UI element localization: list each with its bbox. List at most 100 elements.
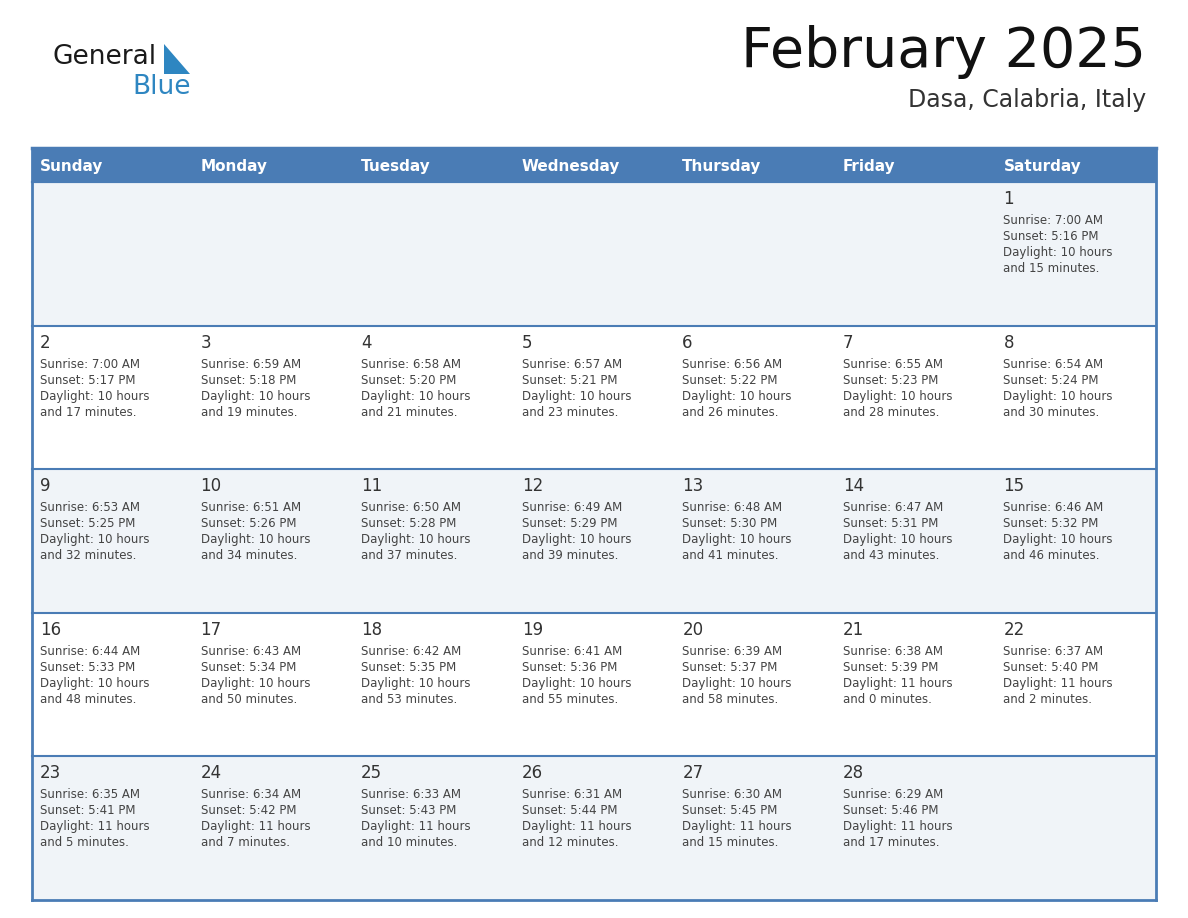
Text: Sunset: 5:34 PM: Sunset: 5:34 PM (201, 661, 296, 674)
Text: Sunrise: 6:48 AM: Sunrise: 6:48 AM (682, 501, 783, 514)
Text: Daylight: 11 hours: Daylight: 11 hours (361, 821, 470, 834)
Text: Daylight: 10 hours: Daylight: 10 hours (40, 677, 150, 689)
Text: Daylight: 11 hours: Daylight: 11 hours (522, 821, 631, 834)
Text: Daylight: 11 hours: Daylight: 11 hours (842, 677, 953, 689)
Text: Sunset: 5:36 PM: Sunset: 5:36 PM (522, 661, 617, 674)
Text: Sunset: 5:39 PM: Sunset: 5:39 PM (842, 661, 939, 674)
Text: Daylight: 10 hours: Daylight: 10 hours (522, 389, 631, 403)
Text: Sunset: 5:24 PM: Sunset: 5:24 PM (1004, 374, 1099, 386)
Text: Saturday: Saturday (1004, 159, 1081, 174)
Bar (32, 613, 1156, 756)
Text: Thursday: Thursday (682, 159, 762, 174)
Text: and 32 minutes.: and 32 minutes. (40, 549, 137, 562)
Text: Sunrise: 6:51 AM: Sunrise: 6:51 AM (201, 501, 301, 514)
Text: 1: 1 (1004, 190, 1015, 208)
Text: 23: 23 (40, 765, 62, 782)
Text: Sunrise: 6:53 AM: Sunrise: 6:53 AM (40, 501, 140, 514)
Text: 24: 24 (201, 765, 222, 782)
Text: and 26 minutes.: and 26 minutes. (682, 406, 779, 419)
Text: 2: 2 (40, 333, 51, 352)
Text: Daylight: 10 hours: Daylight: 10 hours (40, 389, 150, 403)
Text: 18: 18 (361, 621, 383, 639)
Text: 21: 21 (842, 621, 864, 639)
Text: and 15 minutes.: and 15 minutes. (1004, 262, 1100, 275)
Text: Dasa, Calabria, Italy: Dasa, Calabria, Italy (908, 88, 1146, 112)
Text: Blue: Blue (132, 74, 190, 100)
Text: Daylight: 10 hours: Daylight: 10 hours (201, 677, 310, 689)
Text: Sunrise: 7:00 AM: Sunrise: 7:00 AM (1004, 214, 1104, 227)
Text: 7: 7 (842, 333, 853, 352)
Text: Sunrise: 6:33 AM: Sunrise: 6:33 AM (361, 789, 461, 801)
Text: and 37 minutes.: and 37 minutes. (361, 549, 457, 562)
Text: and 58 minutes.: and 58 minutes. (682, 693, 778, 706)
Text: Sunrise: 6:44 AM: Sunrise: 6:44 AM (40, 644, 140, 658)
Text: 4: 4 (361, 333, 372, 352)
Text: Sunrise: 6:41 AM: Sunrise: 6:41 AM (522, 644, 623, 658)
Bar (353, 148, 513, 182)
Text: 17: 17 (201, 621, 222, 639)
Text: Sunrise: 6:58 AM: Sunrise: 6:58 AM (361, 358, 461, 371)
Text: and 46 minutes.: and 46 minutes. (1004, 549, 1100, 562)
Text: and 15 minutes.: and 15 minutes. (682, 836, 778, 849)
Text: Daylight: 10 hours: Daylight: 10 hours (682, 389, 791, 403)
Text: Daylight: 10 hours: Daylight: 10 hours (40, 533, 150, 546)
Text: Sunset: 5:31 PM: Sunset: 5:31 PM (842, 517, 939, 531)
Text: 25: 25 (361, 765, 383, 782)
Text: Sunrise: 6:31 AM: Sunrise: 6:31 AM (522, 789, 621, 801)
Text: Sunset: 5:25 PM: Sunset: 5:25 PM (40, 517, 135, 531)
Text: 9: 9 (40, 477, 51, 495)
Text: Daylight: 11 hours: Daylight: 11 hours (1004, 677, 1113, 689)
Text: Daylight: 10 hours: Daylight: 10 hours (201, 533, 310, 546)
Text: and 17 minutes.: and 17 minutes. (40, 406, 137, 419)
Text: Sunset: 5:28 PM: Sunset: 5:28 PM (361, 517, 456, 531)
Text: Sunset: 5:32 PM: Sunset: 5:32 PM (1004, 517, 1099, 531)
Bar (675, 148, 835, 182)
Text: Sunset: 5:43 PM: Sunset: 5:43 PM (361, 804, 456, 817)
Text: 5: 5 (522, 333, 532, 352)
Text: 6: 6 (682, 333, 693, 352)
Text: Daylight: 10 hours: Daylight: 10 hours (201, 389, 310, 403)
Text: Daylight: 10 hours: Daylight: 10 hours (522, 677, 631, 689)
Text: Sunset: 5:33 PM: Sunset: 5:33 PM (40, 661, 135, 674)
Text: Sunrise: 6:38 AM: Sunrise: 6:38 AM (842, 644, 943, 658)
Text: Sunrise: 6:35 AM: Sunrise: 6:35 AM (40, 789, 140, 801)
Text: Sunrise: 6:50 AM: Sunrise: 6:50 AM (361, 501, 461, 514)
Text: Daylight: 10 hours: Daylight: 10 hours (1004, 533, 1113, 546)
Text: and 55 minutes.: and 55 minutes. (522, 693, 618, 706)
Text: General: General (52, 44, 156, 70)
Text: and 43 minutes.: and 43 minutes. (842, 549, 940, 562)
Text: 10: 10 (201, 477, 222, 495)
Text: and 19 minutes.: and 19 minutes. (201, 406, 297, 419)
Text: and 50 minutes.: and 50 minutes. (201, 693, 297, 706)
Text: Sunrise: 6:37 AM: Sunrise: 6:37 AM (1004, 644, 1104, 658)
Text: and 23 minutes.: and 23 minutes. (522, 406, 618, 419)
Bar (192, 148, 353, 182)
Text: Daylight: 11 hours: Daylight: 11 hours (40, 821, 150, 834)
Text: 8: 8 (1004, 333, 1013, 352)
Text: Sunrise: 6:43 AM: Sunrise: 6:43 AM (201, 644, 301, 658)
Text: and 10 minutes.: and 10 minutes. (361, 836, 457, 849)
Bar (32, 756, 1156, 900)
Text: Sunset: 5:23 PM: Sunset: 5:23 PM (842, 374, 939, 386)
Text: Sunrise: 6:42 AM: Sunrise: 6:42 AM (361, 644, 461, 658)
Text: Sunrise: 6:56 AM: Sunrise: 6:56 AM (682, 358, 783, 371)
Polygon shape (164, 44, 190, 74)
Text: February 2025: February 2025 (741, 25, 1146, 79)
Text: and 48 minutes.: and 48 minutes. (40, 693, 137, 706)
Text: 19: 19 (522, 621, 543, 639)
Text: Daylight: 11 hours: Daylight: 11 hours (682, 821, 792, 834)
Text: 12: 12 (522, 477, 543, 495)
Text: and 2 minutes.: and 2 minutes. (1004, 693, 1093, 706)
Text: Sunrise: 6:46 AM: Sunrise: 6:46 AM (1004, 501, 1104, 514)
Text: Sunrise: 6:55 AM: Sunrise: 6:55 AM (842, 358, 943, 371)
Text: Daylight: 10 hours: Daylight: 10 hours (842, 533, 953, 546)
Text: Sunrise: 6:29 AM: Sunrise: 6:29 AM (842, 789, 943, 801)
Text: Sunset: 5:22 PM: Sunset: 5:22 PM (682, 374, 778, 386)
Text: Sunset: 5:42 PM: Sunset: 5:42 PM (201, 804, 296, 817)
Text: Daylight: 10 hours: Daylight: 10 hours (682, 677, 791, 689)
Text: Friday: Friday (842, 159, 896, 174)
Text: and 0 minutes.: and 0 minutes. (842, 693, 931, 706)
Bar (996, 148, 1156, 182)
Text: and 5 minutes.: and 5 minutes. (40, 836, 128, 849)
Text: Sunset: 5:40 PM: Sunset: 5:40 PM (1004, 661, 1099, 674)
